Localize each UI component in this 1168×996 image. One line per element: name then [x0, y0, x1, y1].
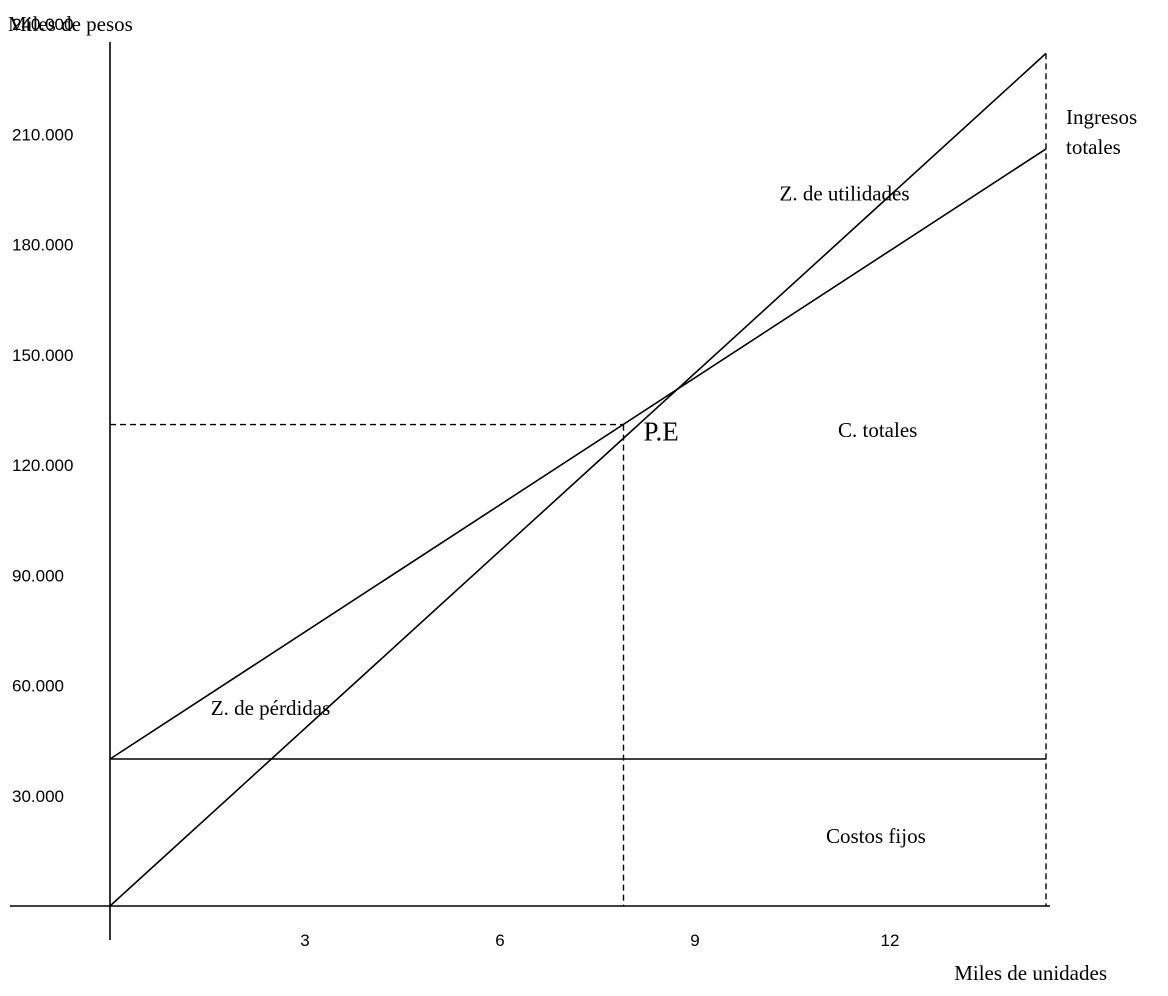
x-tick-label: 3: [300, 931, 309, 950]
zone-annotation: Z. de pérdidas: [211, 696, 331, 720]
guide-lines: [110, 53, 1047, 906]
zone-annotation: Z. de utilidades: [780, 181, 910, 205]
y-tick-label: 90.000: [12, 566, 64, 585]
series-label-ingresos-line2: totales: [1066, 135, 1121, 159]
y-axis-title: Miles de pesos: [8, 12, 133, 36]
series-line-1: [109, 148, 1047, 760]
y-tick-label: 120.000: [12, 456, 73, 475]
series-label-costos-totales: C. totales: [838, 418, 917, 442]
y-tick-labels: 30.000 60.000 90.000 120.000 150.000 180.000 2…: [12, 15, 73, 806]
series-line-0: [109, 52, 1047, 907]
y-tick-label: 180.000: [12, 236, 73, 255]
y-tick-label: 150.000: [12, 346, 73, 365]
x-tick-label: 6: [495, 931, 504, 950]
y-tick-label: 210.000: [12, 125, 73, 144]
break-even-label: P.E: [644, 417, 679, 447]
series-label-ingresos-line1: Ingresos: [1066, 105, 1137, 129]
series-labels: Ingresos totales C. totales Costos fijos P.E…: [211, 105, 1137, 848]
x-axis-title: Miles de unidades: [954, 961, 1107, 985]
x-tick-labels: 3 6 9 12: [300, 931, 899, 950]
series-lines: [109, 52, 1047, 907]
x-tick-label: 9: [690, 931, 699, 950]
y-tick-label: 30.000: [12, 787, 64, 806]
x-tick-label: 12: [881, 931, 900, 950]
series-label-costos-fijos: Costos fijos: [826, 824, 926, 848]
y-tick-label: 240.000: [12, 15, 73, 34]
y-tick-label: 60.000: [12, 677, 64, 696]
